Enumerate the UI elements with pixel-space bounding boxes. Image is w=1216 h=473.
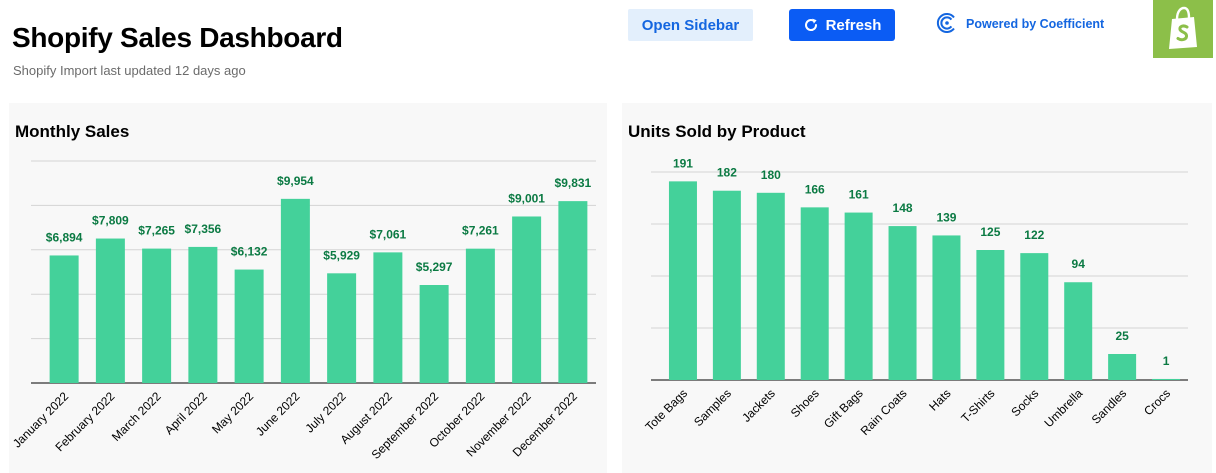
units-sold-chart: 191 Tote Bags 182 Samples 180 Jackets 166 Shoes… [642, 156, 1188, 438]
data-label: $5,929 [323, 248, 360, 262]
shopify-logo-icon [1153, 0, 1213, 58]
bar-month[interactable] [465, 248, 495, 383]
bar-product[interactable] [1152, 378, 1181, 380]
data-label: $7,356 [185, 222, 222, 236]
x-tick-label: Umbrella [1041, 386, 1085, 430]
data-label: 125 [980, 225, 1000, 239]
bar-month[interactable] [95, 238, 125, 383]
bar-product[interactable] [1020, 253, 1049, 380]
x-tick-label: July 2022 [303, 389, 349, 435]
monthly-sales-panel: Monthly Sales $6,894 January 2022 $7,809 Fe… [9, 103, 607, 473]
x-tick-label: Samples [691, 386, 734, 429]
bar-month[interactable] [49, 255, 79, 383]
refresh-icon [803, 17, 819, 33]
x-tick-label: Gift Bags [821, 386, 866, 431]
x-tick-label: Tote Bags [642, 386, 690, 434]
data-label: 182 [717, 166, 737, 180]
data-label: 148 [893, 201, 913, 215]
data-label: 166 [805, 182, 825, 196]
monthly-sales-chart-title: Monthly Sales [15, 122, 130, 141]
x-tick-label: Jackets [739, 386, 778, 425]
x-tick-label: Shoes [788, 386, 822, 420]
bar-month[interactable] [188, 246, 218, 383]
bar-product[interactable] [844, 212, 873, 380]
coefficient-logo-icon [936, 12, 958, 37]
bar-month[interactable] [558, 201, 588, 383]
powered-by-link[interactable]: Powered by Coefficient [936, 12, 1105, 37]
bar-month[interactable] [419, 285, 449, 383]
x-tick-label: Socks [1008, 386, 1041, 419]
bar-month[interactable] [512, 216, 542, 383]
refresh-button[interactable]: Refresh [789, 9, 895, 41]
data-label: $6,894 [46, 230, 83, 244]
data-label: $9,954 [277, 174, 314, 188]
data-label: 122 [1024, 228, 1044, 242]
data-label: $9,831 [555, 176, 592, 190]
powered-by-label: Powered by Coefficient [966, 17, 1105, 31]
units-sold-chart-title: Units Sold by Product [628, 122, 806, 141]
data-label: $7,809 [92, 214, 129, 228]
x-tick-label: Rain Coats [858, 386, 910, 438]
x-tick-label: April 2022 [162, 389, 210, 437]
data-label: 191 [673, 156, 693, 170]
bar-month[interactable] [327, 273, 357, 383]
x-tick-label: March 2022 [109, 389, 164, 444]
data-label: 139 [936, 210, 956, 224]
data-label: 25 [1115, 329, 1129, 343]
bar-product[interactable] [756, 192, 785, 380]
bar-product[interactable] [888, 226, 917, 380]
open-sidebar-button[interactable]: Open Sidebar [628, 9, 753, 41]
data-label: 161 [849, 188, 869, 202]
bar-month[interactable] [373, 252, 403, 383]
data-label: 180 [761, 168, 781, 182]
bar-product[interactable] [1108, 354, 1137, 380]
bar-product[interactable] [800, 207, 829, 380]
data-label: $9,001 [508, 191, 545, 205]
bar-product[interactable] [976, 250, 1005, 380]
page-title: Shopify Sales Dashboard [12, 22, 343, 53]
x-tick-label: Sandles [1089, 386, 1130, 427]
data-label: $7,261 [462, 224, 499, 238]
x-tick-label: T-Shirts [958, 386, 997, 425]
x-tick-label: May 2022 [209, 389, 256, 436]
bar-product[interactable] [932, 235, 961, 380]
bar-product[interactable] [712, 190, 741, 380]
x-tick-label: June 2022 [253, 389, 303, 439]
data-label: 94 [1072, 257, 1086, 271]
data-label: 1 [1163, 354, 1170, 368]
bar-month[interactable] [142, 248, 172, 383]
x-tick-label: Hats [926, 386, 953, 413]
x-tick-label: Crocs [1141, 386, 1173, 418]
bar-product[interactable] [668, 181, 697, 380]
refresh-label: Refresh [825, 16, 882, 34]
last-updated-text: Shopify Import last updated 12 days ago [13, 63, 246, 78]
data-label: $6,132 [231, 245, 268, 259]
bar-month[interactable] [234, 269, 264, 383]
data-label: $7,061 [370, 227, 407, 241]
data-label: $7,265 [138, 224, 175, 238]
bar-month[interactable] [280, 198, 310, 383]
bar-product[interactable] [1064, 282, 1093, 380]
units-sold-panel: Units Sold by Product 191 Tote Bags 182 Sam… [622, 103, 1212, 473]
data-label: $5,297 [416, 260, 453, 274]
